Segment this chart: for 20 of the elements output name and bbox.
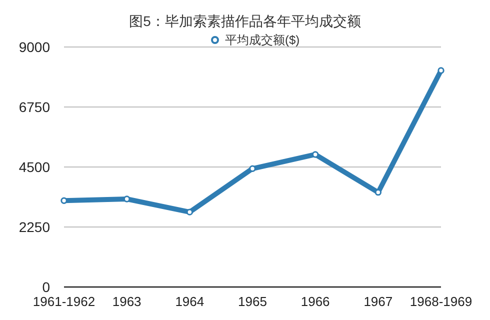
x-tick-label: 1966 bbox=[300, 294, 330, 309]
point bbox=[312, 151, 319, 158]
point bbox=[60, 197, 68, 204]
x-tick-label: 1961-1962 bbox=[32, 294, 96, 309]
point bbox=[186, 208, 194, 216]
y-tick-label: 6750 bbox=[18, 99, 50, 115]
x-tick-label: 1964 bbox=[175, 294, 204, 309]
y-tick-label: 2250 bbox=[18, 219, 50, 235]
chart-title: 图5：毕加索素描作品各年平均成交额 bbox=[129, 13, 361, 29]
x-tick-label: 1965 bbox=[238, 294, 267, 309]
point bbox=[123, 196, 130, 202]
legend-label: 平均成交额($) bbox=[225, 33, 300, 47]
y-tick-label: 9000 bbox=[18, 39, 50, 55]
x-tick-label: 1963 bbox=[112, 294, 142, 309]
point bbox=[249, 165, 256, 172]
x-tick-label: 1967 bbox=[364, 294, 393, 309]
point bbox=[438, 67, 444, 74]
x-tick-label: 1968-1969 bbox=[410, 294, 472, 309]
y-tick-label: 4500 bbox=[18, 159, 50, 175]
y-tick-label: 0 bbox=[42, 279, 50, 295]
